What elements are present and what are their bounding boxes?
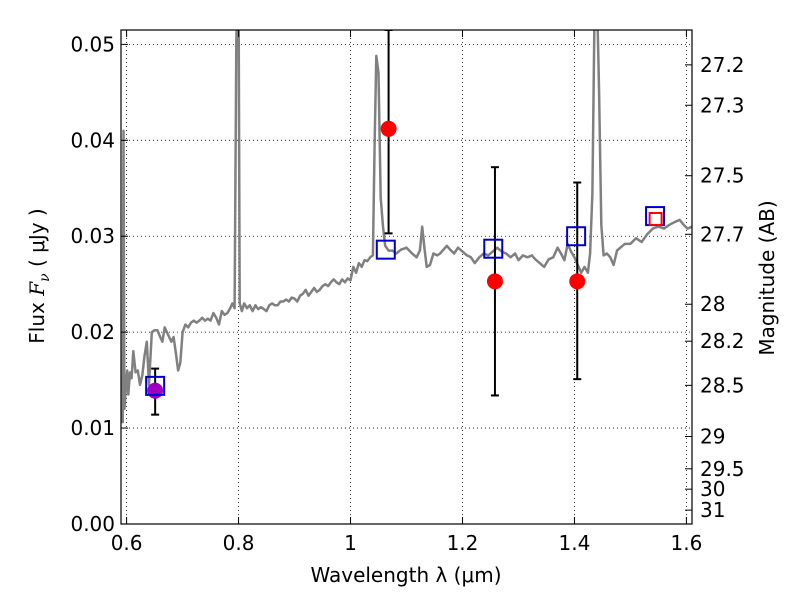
y2-tick-label: 27.7 [700,222,745,246]
y2-tick-label: 27.2 [700,53,745,77]
y2-tick-label: 28 [700,292,725,316]
y-tick-label: 0.00 [70,512,115,536]
x-tick-label: 1.4 [559,531,591,555]
model-square [375,239,396,260]
plot-frame [120,29,693,525]
data-point [380,120,397,137]
model-square [566,226,587,247]
x-tick-label: 1.6 [670,531,702,555]
y2-tick-label: 29.5 [700,457,745,481]
model-square [648,211,663,226]
model-square [483,238,504,259]
y-tick-label: 0.02 [70,320,115,344]
x-tick-label: 0.8 [223,531,255,555]
ticks: 0.6 0.8 1 1.2 1.4 1.6 0.00 0.01 0.02 0.03 0.04 0.05… [70,30,745,555]
x-tick-label: 1 [344,531,357,555]
y2-axis-label: Magnitude (AB) [755,200,779,355]
y-tick-label: 0.03 [70,224,115,248]
plot-area [121,30,692,424]
y-tick-label: 0.04 [70,128,115,152]
data-point [147,382,164,399]
y2-tick-label: 28.5 [700,373,745,397]
y-tick-label: 0.01 [70,416,115,440]
y2-tick-label: 30 [700,477,725,501]
y2-tick-label: 27.5 [700,164,745,188]
y2-tick-label: 31 [700,498,725,522]
y2-tick-label: 27.3 [700,93,745,117]
spectrum-line [121,30,692,424]
y-tick-label: 0.05 [70,32,115,56]
model-square [145,375,166,396]
data-point [486,273,503,290]
x-tick-label: 0.6 [111,531,143,555]
x-tick-label: 1.2 [447,531,479,555]
x-axis-label: Wavelength λ (μm) [310,563,501,587]
y2-tick-label: 29 [700,425,725,449]
grid [121,30,692,525]
data-point [569,273,586,290]
y-axis-label: Flux Fν ( μJy ) [25,208,53,343]
y2-tick-label: 28.2 [700,329,745,353]
